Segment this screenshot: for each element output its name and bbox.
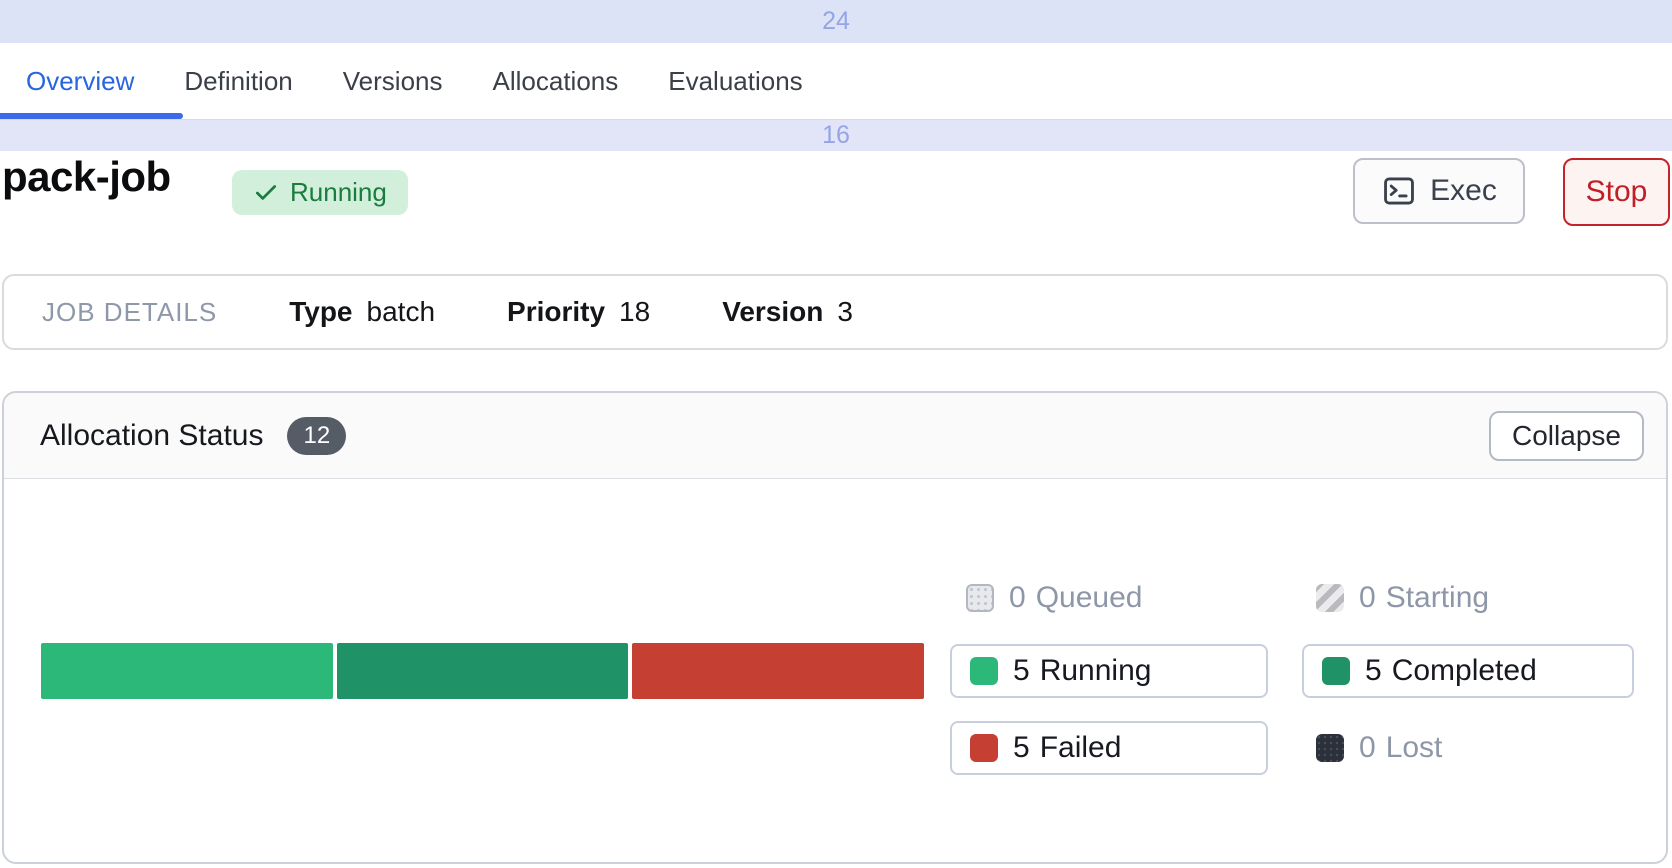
bar-segment-failed[interactable] — [632, 643, 925, 699]
starting-swatch-icon — [1316, 584, 1344, 612]
job-detail-type: Type batch — [289, 296, 435, 328]
job-tabs: Overview Definition Versions Allocations… — [26, 43, 803, 119]
allocation-count-badge: 12 — [287, 416, 347, 455]
running-swatch-icon — [970, 657, 998, 685]
allocation-status-panel: Allocation Status 12 Collapse 0 Queued 0… — [2, 391, 1668, 864]
legend-failed-value: 5 — [1013, 731, 1030, 764]
tab-allocations[interactable]: Allocations — [492, 65, 619, 96]
status-badge: Running — [232, 170, 408, 215]
job-detail-type-label: Type — [289, 296, 353, 327]
legend-item-queued: 0 Queued — [966, 581, 1143, 614]
collapse-button[interactable]: Collapse — [1489, 411, 1644, 461]
job-detail-version-label: Version — [722, 296, 824, 327]
page-title: pack-job — [2, 153, 171, 200]
job-details-heading: JOB DETAILS — [42, 296, 218, 327]
stop-button-label: Stop — [1585, 175, 1648, 208]
legend-item-lost: 0 Lost — [1316, 731, 1443, 764]
legend-item-completed[interactable]: 5 Completed — [1302, 644, 1634, 698]
active-tab-underline — [0, 113, 183, 119]
legend-completed-label: Completed — [1391, 654, 1537, 687]
legend-lost-value: 0 — [1359, 731, 1376, 764]
job-details-bar: JOB DETAILS Type batch Priority 18 Versi… — [2, 274, 1668, 350]
exec-button-label: Exec — [1430, 174, 1497, 207]
lost-swatch-icon — [1316, 734, 1344, 762]
legend-item-starting: 0 Starting — [1316, 581, 1490, 614]
status-badge-label: Running — [290, 177, 387, 207]
legend-failed-label: Failed — [1039, 731, 1122, 764]
queued-swatch-icon — [966, 584, 994, 612]
job-detail-priority-label: Priority — [507, 296, 606, 327]
job-detail-priority-value: 18 — [619, 296, 651, 327]
legend-item-running[interactable]: 5 Running — [950, 644, 1268, 698]
tabs-bottom-border — [0, 119, 1672, 120]
tab-definition[interactable]: Definition — [184, 65, 293, 96]
legend-running-value: 5 — [1013, 654, 1030, 687]
stop-button[interactable]: Stop — [1563, 158, 1670, 226]
tab-overview[interactable]: Overview — [26, 65, 135, 96]
terminal-icon — [1384, 177, 1415, 205]
legend-running-label: Running — [1039, 654, 1152, 687]
bar-segment-completed[interactable] — [336, 643, 629, 699]
job-detail-priority: Priority 18 — [507, 296, 650, 328]
legend-completed-value: 5 — [1365, 654, 1382, 687]
allocation-status-header: Allocation Status 12 Collapse — [4, 393, 1666, 479]
job-detail-version: Version 3 — [722, 296, 853, 328]
spacing-measure-bottom-value: 16 — [822, 121, 850, 149]
legend-queued-value: 0 — [1009, 581, 1026, 614]
legend-queued-label: Queued — [1035, 581, 1143, 614]
exec-button[interactable]: Exec — [1353, 158, 1525, 224]
check-icon — [255, 184, 277, 200]
bar-segment-running[interactable] — [41, 643, 333, 699]
job-detail-type-value: batch — [366, 296, 436, 327]
tab-evaluations[interactable]: Evaluations — [668, 65, 803, 96]
completed-swatch-icon — [1322, 657, 1350, 685]
spacing-measure-top-value: 24 — [822, 7, 850, 35]
failed-swatch-icon — [970, 734, 998, 762]
legend-starting-label: Starting — [1385, 581, 1490, 614]
legend-starting-value: 0 — [1359, 581, 1376, 614]
legend-item-failed[interactable]: 5 Failed — [950, 721, 1268, 775]
spacing-measure-top: 24 — [0, 0, 1672, 43]
job-detail-version-value: 3 — [837, 296, 853, 327]
legend-lost-label: Lost — [1385, 731, 1443, 764]
allocation-bar-chart — [41, 643, 925, 699]
spacing-measure-bottom: 16 — [0, 120, 1672, 151]
tab-versions[interactable]: Versions — [342, 65, 443, 96]
allocation-status-title: Allocation Status — [40, 418, 264, 452]
